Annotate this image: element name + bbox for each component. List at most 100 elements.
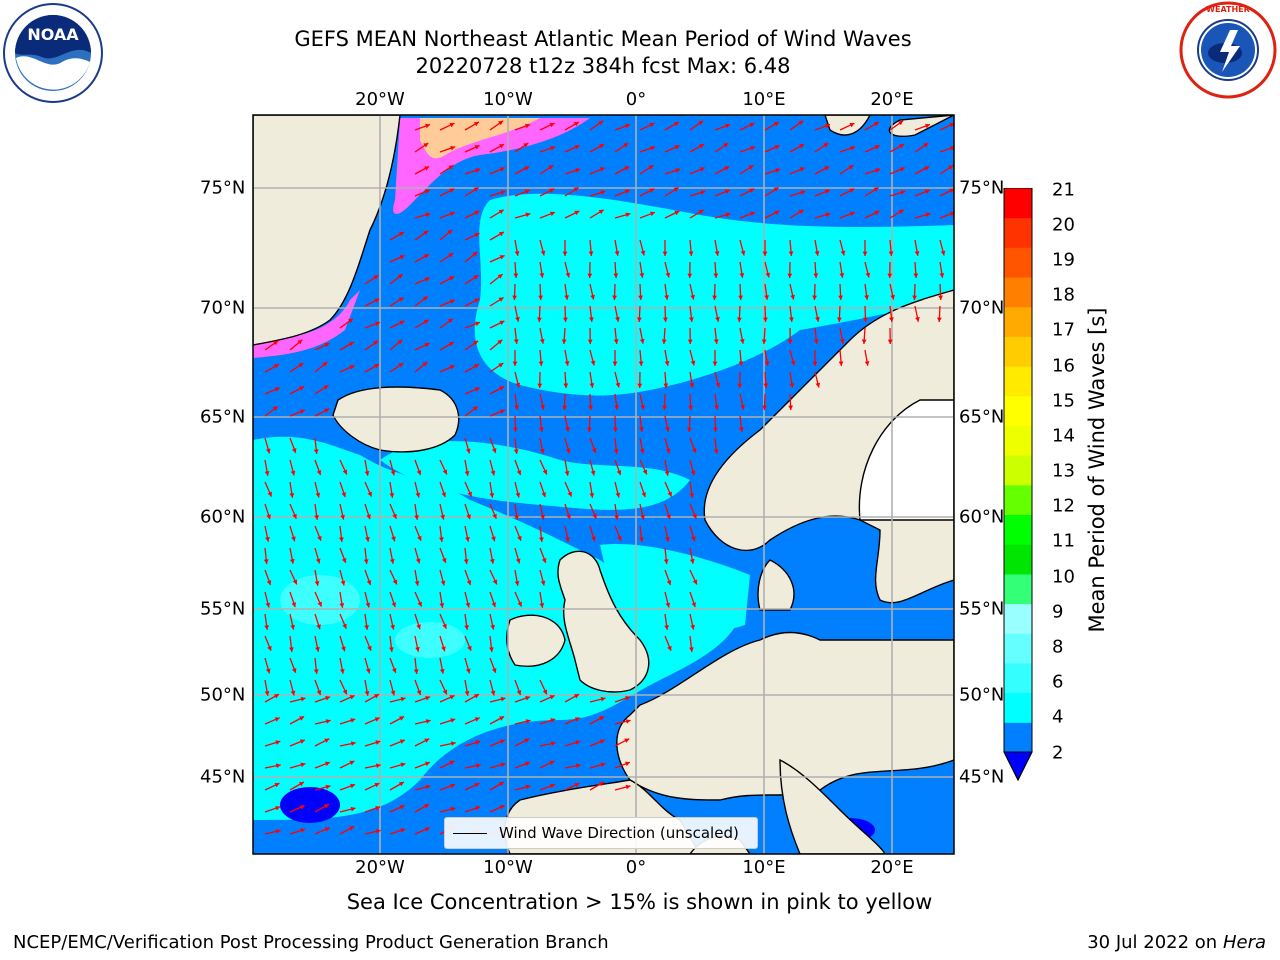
wind-arrow-head — [562, 405, 567, 410]
wind-arrow-head — [689, 317, 694, 322]
wind-arrow-head — [391, 602, 396, 608]
lat-label-right: 45°N — [959, 766, 1005, 788]
wind-arrow-head — [449, 188, 455, 193]
wind-arrow-head — [323, 385, 329, 390]
wind-arrow-head — [424, 166, 430, 171]
colorbar-band — [1004, 306, 1032, 337]
wind-arrow-head — [322, 361, 328, 367]
wind-arrow-head — [425, 212, 431, 218]
wind-arrow-head — [375, 321, 380, 327]
wind-arrow-head — [465, 448, 471, 454]
wind-arrow-head — [289, 558, 295, 564]
wind-arrow-head — [524, 189, 530, 194]
colorbar-band — [1004, 425, 1032, 456]
wind-arrow-head — [298, 363, 304, 368]
wind-arrow-head — [612, 295, 617, 300]
wind-arrow-head — [317, 601, 322, 607]
wind-arrow-head — [639, 338, 645, 344]
colorbar-band — [1004, 455, 1032, 486]
wind-arrow-head — [324, 804, 329, 809]
wind-arrow-head — [465, 668, 471, 674]
wind-arrow-head — [617, 535, 622, 541]
wind-arrow-head — [513, 339, 519, 344]
wind-arrow-head — [613, 427, 618, 432]
lat-label-left: 70°N — [200, 297, 246, 319]
wind-arrow-head — [763, 383, 769, 388]
wind-arrow-head — [724, 189, 730, 194]
wind-arrow-head — [575, 168, 581, 173]
wind-arrow-head — [339, 668, 345, 674]
wind-arrow-head — [614, 515, 619, 520]
wind-arrow-head — [350, 783, 355, 789]
wind-arrow-head — [762, 405, 767, 410]
colorbar-tick: 20 — [1052, 214, 1075, 236]
wind-arrow-head — [673, 187, 679, 192]
wind-arrow-head — [865, 272, 871, 278]
wind-arrow-head — [324, 408, 330, 413]
wind-arrow-head — [425, 696, 431, 701]
wind-arrow-head — [640, 514, 645, 520]
wind-arrow-head — [788, 251, 794, 256]
wind-arrow-head — [825, 123, 830, 129]
wind-arrow-head — [265, 448, 271, 454]
wind-arrow-head — [950, 211, 954, 217]
colorbar-tick: 13 — [1052, 460, 1075, 482]
wind-arrow-head — [712, 361, 718, 366]
colorbar-label: Mean Period of Wind Waves [s] — [1085, 307, 1109, 633]
colorbar-tick: 4 — [1052, 706, 1064, 728]
wind-arrow-head — [542, 469, 548, 475]
wind-arrow-head — [315, 492, 321, 498]
wind-arrow-head — [513, 427, 518, 432]
wind-arrow-head — [591, 448, 597, 453]
wind-arrow-head — [423, 319, 429, 325]
wind-arrow-head — [341, 646, 346, 652]
wind-arrow-head — [664, 295, 669, 300]
colorbar-band — [1004, 573, 1032, 605]
wind-arrow-head — [538, 361, 544, 366]
colorbar-band — [1004, 188, 1032, 219]
wind-arrow-head — [661, 339, 667, 344]
wind-arrow-head — [561, 339, 567, 344]
wind-arrow-head — [373, 340, 379, 346]
wind-arrow-head — [475, 321, 480, 327]
wind-arrow-head — [599, 739, 605, 744]
wind-arrow-head — [515, 382, 521, 388]
wind-arrow-head — [667, 645, 672, 651]
wind-arrow-head — [750, 211, 755, 217]
wind-arrow-head — [625, 719, 631, 724]
wind-arrow-head — [692, 513, 697, 519]
wind-arrow-head — [539, 273, 545, 278]
wind-arrow-head — [588, 251, 594, 256]
wind-arrow-head — [424, 254, 429, 259]
legend-line-swatch — [453, 832, 487, 834]
wind-arrow-head — [525, 212, 531, 218]
wind-arrow-head — [798, 120, 804, 126]
wind-arrow-head — [422, 361, 428, 367]
wind-arrow-head — [812, 361, 818, 366]
wind-arrow-head — [838, 295, 843, 300]
wind-arrow-head — [600, 190, 606, 195]
wind-arrow-head — [762, 251, 768, 256]
wind-arrow-head — [392, 513, 397, 519]
wind-arrow-head — [392, 579, 398, 585]
wind-arrow-head — [464, 625, 469, 630]
wind-arrow-head — [498, 120, 504, 126]
wind-arrow-head — [274, 782, 280, 788]
wind-arrow-head — [516, 470, 522, 475]
wind-arrow-head — [813, 273, 819, 278]
wind-arrow-head — [525, 123, 530, 129]
wind-arrow-head — [598, 782, 604, 787]
map-frame — [252, 114, 955, 855]
lat-label-right: 65°N — [959, 406, 1005, 428]
wind-arrow-head — [422, 296, 428, 301]
wind-arrow-head — [915, 316, 920, 322]
wind-arrow-head — [849, 122, 855, 128]
wind-arrow-head — [574, 694, 579, 699]
lon-label-top: 0° — [625, 89, 647, 110]
wind-arrow-head — [499, 716, 505, 721]
wind-arrow-head — [264, 691, 270, 696]
wind-arrow-head — [789, 317, 794, 322]
wind-arrow-head — [474, 232, 480, 238]
colorbar-tick: 14 — [1052, 425, 1075, 447]
